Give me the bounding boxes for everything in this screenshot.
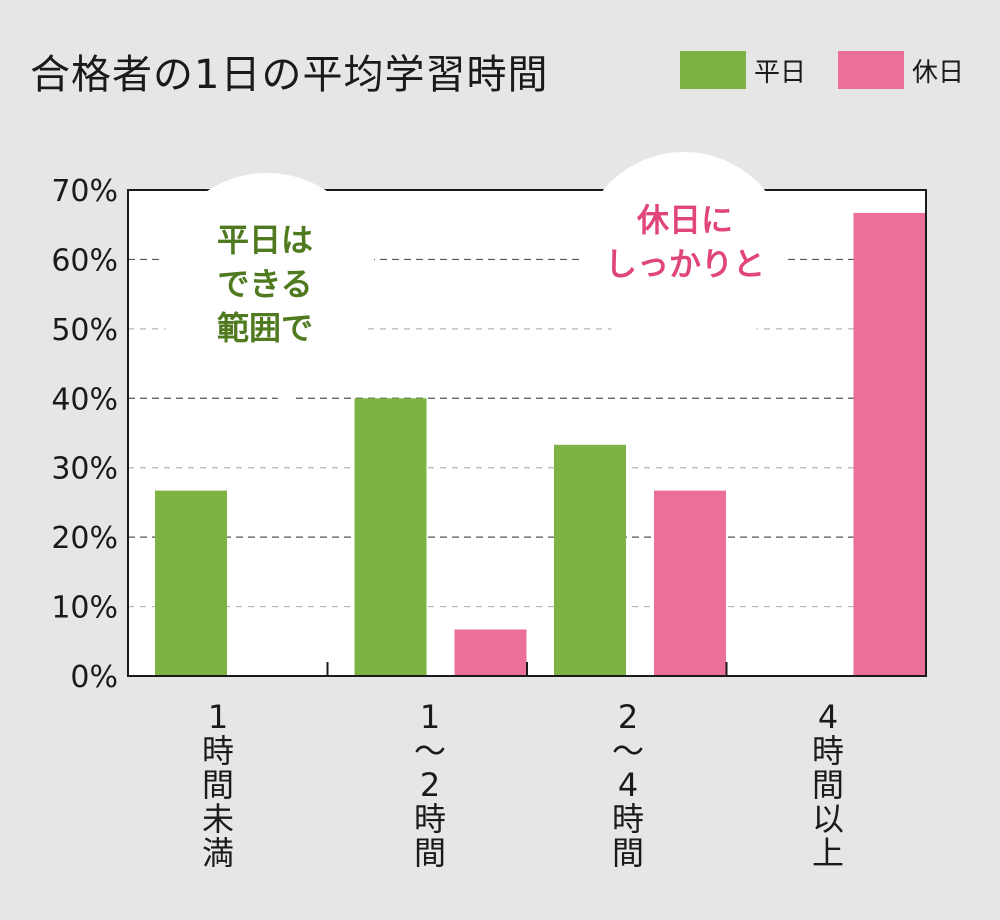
- y-tick-label: 50%: [51, 313, 118, 348]
- bubble-text-holiday: 休日に しっかりと: [590, 198, 780, 286]
- x-tick-char: 時: [611, 800, 644, 838]
- bar-weekday: [554, 444, 626, 676]
- bubble-weekday: [157, 173, 377, 397]
- bar-weekday: [155, 490, 227, 676]
- x-tick-char: 時: [413, 800, 446, 838]
- x-tick-label-2: 2 〜 4 時 間: [588, 700, 668, 870]
- x-tick-char: 間: [413, 834, 446, 872]
- x-tick-label-3: 4 時 間 以 上: [788, 700, 868, 870]
- x-tick-char: 1: [419, 698, 441, 736]
- bubble-holiday-line: 休日に: [636, 201, 733, 239]
- x-tick-char: 4: [817, 698, 839, 736]
- x-tick-char: 〜: [611, 732, 644, 770]
- bubble-text-weekday: 平日は できる 範囲で: [195, 218, 335, 350]
- x-tick-char: 上: [811, 834, 844, 872]
- x-tick-char: 2: [419, 766, 441, 804]
- y-tick-label: 10%: [51, 591, 118, 626]
- bar-holiday: [853, 212, 926, 676]
- legend-swatch-weekday: [680, 51, 746, 89]
- bubble-weekday-line: 平日は: [216, 221, 313, 259]
- x-tick-char: 満: [201, 834, 234, 872]
- legend-item-holiday: 休日: [838, 50, 964, 90]
- bubble-weekday-line: できる: [217, 265, 313, 303]
- x-tick-char: 4: [617, 766, 639, 804]
- x-tick-char: 〜: [413, 732, 446, 770]
- x-tick-char: 時: [201, 732, 234, 770]
- y-tick-label: 0%: [70, 660, 118, 695]
- x-tick-char: 間: [201, 766, 234, 804]
- y-tick-label: 70%: [51, 174, 118, 209]
- x-tick-char: 1: [207, 698, 229, 736]
- bar-weekday: [354, 398, 427, 676]
- x-tick-label-1: 1 〜 2 時 間: [390, 700, 470, 870]
- x-tick-char: 2: [617, 698, 639, 736]
- x-tick-label-0: 1 時 間 未 満: [178, 700, 258, 870]
- legend-swatch-holiday: [838, 51, 904, 89]
- x-tick-char: 以: [811, 800, 844, 838]
- legend-label-weekday: 平日: [754, 57, 807, 88]
- bar-holiday: [454, 629, 527, 676]
- chart-title: 合格者の1日の平均学習時間: [30, 52, 549, 98]
- bubble-weekday-line: 範囲で: [216, 309, 313, 347]
- bubble-holiday: [580, 152, 788, 358]
- y-tick-label: 40%: [51, 382, 118, 417]
- x-tick-char: 未: [201, 800, 234, 838]
- bar-holiday: [654, 490, 726, 676]
- legend-label-holiday: 休日: [912, 57, 965, 88]
- x-tick-char: 間: [811, 766, 844, 804]
- y-tick-label: 60%: [51, 243, 118, 278]
- y-tick-label: 20%: [51, 521, 118, 556]
- x-tick-char: 間: [611, 834, 644, 872]
- bubble-holiday-line: しっかりと: [604, 245, 765, 283]
- x-tick-char: 時: [811, 732, 844, 770]
- y-tick-label: 30%: [51, 452, 118, 487]
- legend-item-weekday: 平日: [680, 50, 806, 90]
